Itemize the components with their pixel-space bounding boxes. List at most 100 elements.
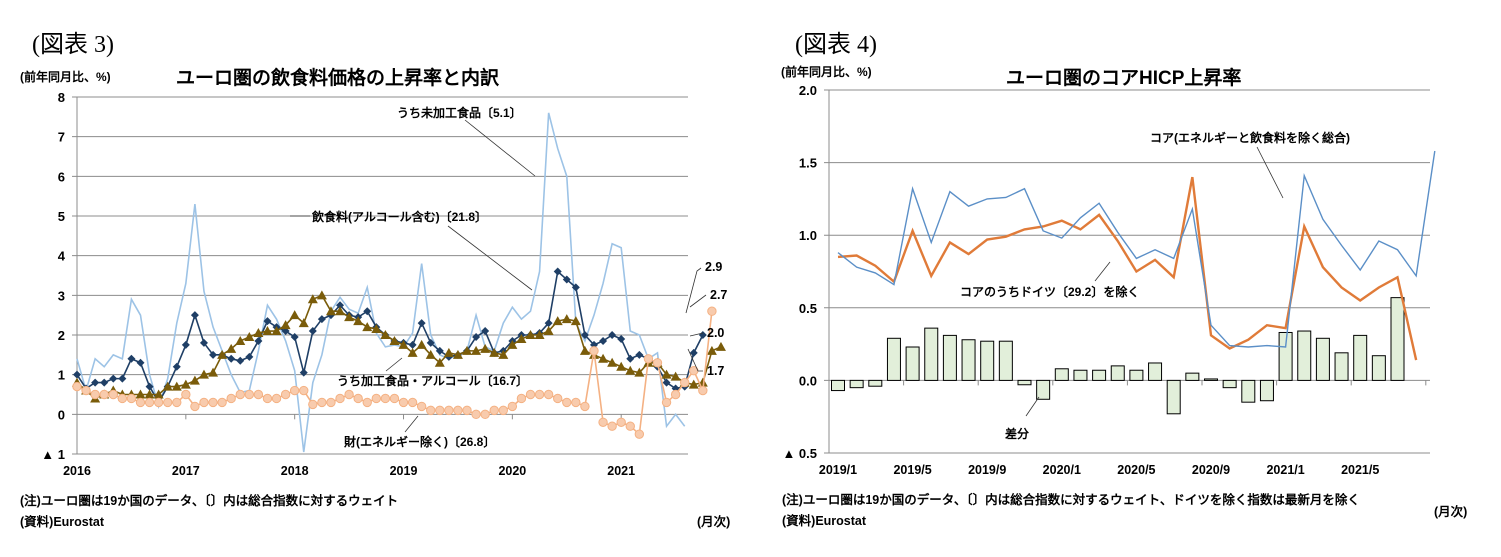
left-point-triangle — [452, 349, 463, 359]
left-y-tick-label: 1 — [58, 368, 65, 383]
left-point-circle — [163, 397, 173, 408]
left-end-leader — [689, 294, 707, 308]
left-point-circle — [153, 397, 164, 408]
left-point-triangle — [525, 330, 536, 339]
left-point-triangle — [316, 290, 327, 300]
left-point-circle — [126, 393, 137, 404]
left-point-triangle — [407, 347, 418, 357]
left-point-triangle — [371, 324, 382, 334]
left-point-triangle — [144, 389, 155, 399]
left-point-triangle — [661, 369, 672, 379]
left-point-circle — [398, 397, 409, 408]
left-point-diamond — [336, 301, 345, 310]
left-point-diamond — [363, 307, 372, 316]
left-point-circle — [353, 393, 363, 404]
right-y-tick-label: 1.0 — [799, 228, 817, 243]
left-point-triangle — [135, 389, 146, 399]
right-bar-diff — [942, 334, 957, 381]
right-chart-title: ユーロ圏のコアHICP上昇率 — [1006, 68, 1242, 89]
left-point-diamond — [263, 317, 272, 326]
left-point-diamond — [245, 352, 254, 361]
left-y-tick-label: 8 — [58, 90, 65, 105]
left-point-triangle — [543, 326, 554, 336]
left-point-diamond — [91, 378, 100, 387]
left-chart — [72, 96, 726, 455]
left-point-diamond — [136, 358, 145, 367]
left-point-circle — [308, 399, 318, 410]
left-point-triangle — [198, 369, 209, 379]
left-point-circle — [670, 389, 681, 400]
left-point-circle — [172, 397, 182, 408]
left-point-triangle — [271, 326, 282, 336]
right-annotation-ex-germany: コアのうちドイツ〔29.2〕を除く — [960, 284, 1139, 299]
left-y-tick-label: 4 — [58, 249, 66, 264]
left-point-diamond — [580, 331, 589, 339]
right-y-tick-label: 2.0 — [799, 83, 817, 98]
left-point-diamond — [190, 311, 199, 320]
left-point-triangle — [570, 316, 581, 326]
left-point-diamond — [635, 350, 644, 359]
right-bar-diff — [1092, 369, 1107, 381]
left-point-circle — [253, 389, 264, 400]
left-x-tick-label: 2019 — [390, 464, 418, 478]
left-point-circle — [389, 393, 400, 404]
left-point-circle — [208, 397, 218, 408]
left-point-diamond — [472, 332, 481, 341]
left-point-circle — [81, 385, 91, 396]
left-point-diamond — [426, 338, 435, 347]
left-point-circle — [698, 385, 708, 396]
right-annotation-arrow — [1025, 396, 1040, 417]
left-point-triangle — [298, 318, 309, 328]
left-point-diamond — [100, 378, 109, 387]
left-point-diamond — [181, 340, 190, 349]
left-point-circle — [144, 397, 155, 408]
left-x-tick-label: 2021 — [607, 464, 635, 478]
left-annotation-arrow — [404, 415, 419, 433]
left-point-diamond — [109, 374, 118, 383]
right-annotation-arrow — [1094, 261, 1111, 282]
right-y-tick-label: ▲ 0.5 — [782, 446, 817, 461]
left-point-triangle — [253, 328, 264, 338]
left-point-circle — [317, 397, 327, 408]
right-bar-diff — [998, 340, 1013, 381]
left-point-diamond — [599, 336, 608, 345]
left-point-circle — [299, 385, 309, 396]
left-end-label-food-total: 2.0 — [707, 326, 724, 340]
left-point-triangle — [625, 365, 636, 375]
right-period-label: (月次) — [1434, 505, 1468, 519]
right-bar-diff — [1371, 355, 1386, 381]
left-point-circle — [543, 389, 554, 400]
left-point-triangle — [353, 316, 364, 326]
left-point-circle — [453, 405, 463, 416]
left-point-circle — [707, 306, 717, 316]
left-point-circle — [525, 389, 536, 400]
left-point-circle — [190, 401, 200, 412]
left-point-circle — [634, 429, 645, 439]
left-point-triangle — [189, 375, 200, 385]
right-bar-diff — [1315, 337, 1330, 381]
right-figure-label: (図表 4) — [795, 32, 877, 58]
left-point-triangle — [688, 379, 699, 389]
left-end-label-processed: 1.7 — [707, 364, 724, 378]
left-point-triangle — [416, 339, 427, 349]
right-note: (注)ユーロ圏は19か国のデータ、〔〕内は総合指数に対するウェイト、ドイツを除く… — [782, 493, 1360, 507]
left-point-diamond — [662, 378, 671, 387]
left-point-circle — [99, 389, 109, 400]
left-point-triangle — [471, 345, 482, 355]
left-annotation-arrow — [447, 225, 533, 291]
left-point-circle — [589, 346, 599, 356]
right-bar-diff — [1166, 379, 1181, 415]
left-y-tick-label: 6 — [58, 169, 65, 184]
left-point-diamond — [626, 354, 635, 363]
left-point-triangle — [335, 306, 346, 316]
left-point-diamond — [481, 327, 490, 336]
right-bar-diff — [1204, 378, 1218, 381]
left-note: (注)ユーロ圏は19か国のデータ、〔〕内は総合指数に対するウェイト — [20, 494, 399, 508]
left-point-triangle — [153, 389, 164, 399]
right-x-tick-label: 2021/1 — [1266, 463, 1304, 477]
right-bar-diff — [1185, 372, 1200, 381]
right-bar-diff — [1017, 379, 1032, 386]
right-unit-label: (前年同月比、%) — [781, 65, 872, 79]
left-point-circle — [607, 421, 617, 431]
